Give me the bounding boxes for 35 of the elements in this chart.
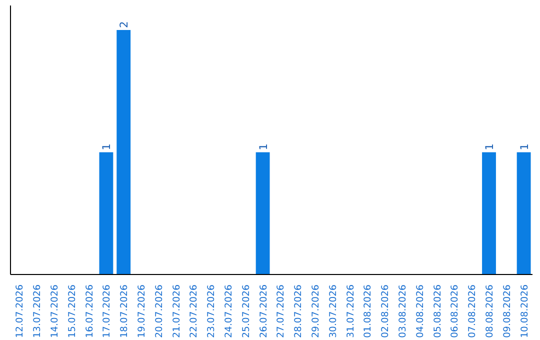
x-tick-label: 13.07.2026 [32, 284, 44, 338]
x-tick-label: 24.07.2026 [224, 284, 234, 338]
x-tick-label: 20.07.2026 [154, 284, 165, 338]
x-tick-label: 25.07.2026 [240, 284, 252, 338]
x-tick-label: 31.07.2026 [345, 284, 356, 338]
x-tick-label: 01.08.2026 [362, 284, 374, 338]
data-label: 2 [118, 21, 131, 28]
x-tick-label: 15.07.2026 [66, 284, 78, 338]
x-tick-label: 23.07.2026 [206, 284, 218, 338]
x-tick-label: 10.08.2026 [519, 284, 530, 338]
data-label: 1 [100, 143, 114, 150]
data-label: 1 [256, 143, 270, 150]
x-tick-label: 19.07.2026 [136, 284, 148, 338]
x-tick-label: 18.07.2026 [119, 284, 130, 338]
data-label: 1 [483, 143, 496, 150]
data-label: 1 [518, 143, 531, 150]
x-tick-label: 09.08.2026 [502, 284, 513, 338]
x-tick-label: 30.07.2026 [328, 284, 339, 338]
x-tick-label: 06.08.2026 [450, 284, 461, 338]
x-tick-label: 28.07.2026 [293, 284, 304, 338]
x-tick-label: 03.08.2026 [398, 284, 408, 338]
x-tick-label: 29.07.2026 [310, 284, 322, 338]
x-tick-label: 16.07.2026 [84, 284, 96, 338]
x-tick-label: 21.07.2026 [171, 284, 182, 338]
x-tick-label: 26.07.2026 [258, 284, 270, 338]
x-tick-label: 05.08.2026 [432, 284, 444, 338]
x-tick-label: 27.07.2026 [276, 284, 287, 338]
x-tick-label: 17.07.2026 [102, 284, 113, 338]
x-tick-label: 04.08.2026 [414, 284, 426, 338]
x-tick-label: 07.08.2026 [467, 284, 478, 338]
x-tick-label: 14.07.2026 [50, 284, 60, 338]
x-tick-label: 12.07.2026 [14, 284, 26, 338]
x-tick-label: 02.08.2026 [380, 284, 392, 338]
x-tick-label: 08.08.2026 [484, 284, 496, 338]
x-tick-label: 22.07.2026 [188, 284, 200, 338]
